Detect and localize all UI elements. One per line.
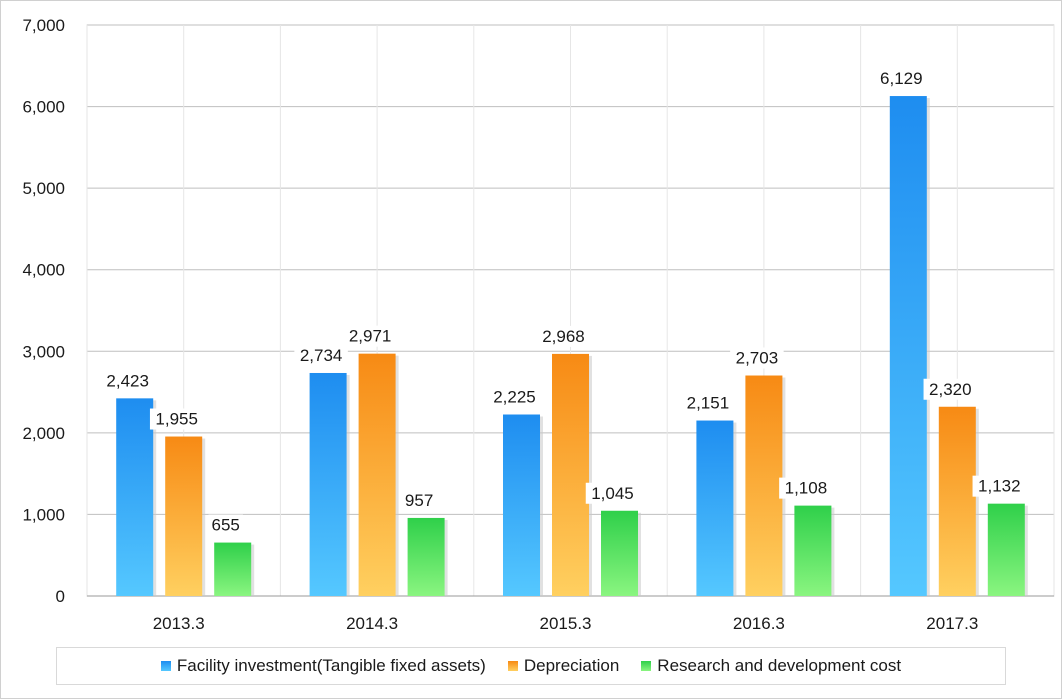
legend: Facility investment(Tangible fixed asset… xyxy=(56,647,1006,685)
bar-2-2015.3 xyxy=(552,353,589,596)
data-label: 1,108 xyxy=(785,479,828,498)
data-label-bg xyxy=(874,68,929,90)
bar-3-2013.3 xyxy=(214,542,252,596)
bar-1-2017.3 xyxy=(889,96,927,597)
legend-swatch xyxy=(160,661,171,671)
legend-item-3: Research and development cost xyxy=(641,656,901,676)
legend-item-2: Depreciation xyxy=(507,656,620,676)
legend-swatch xyxy=(507,661,518,671)
y-tick-label: 7,000 xyxy=(22,16,65,35)
y-tick-label: 1,000 xyxy=(22,505,65,524)
data-label: 2,971 xyxy=(349,327,392,346)
data-label-bg xyxy=(536,325,591,347)
data-label: 1,955 xyxy=(155,410,198,429)
bar-2-2014.3 xyxy=(358,353,396,596)
x-tick-label: 2015.3 xyxy=(540,614,592,633)
data-label-bg xyxy=(730,347,784,369)
x-tick-label: 2014.3 xyxy=(346,614,398,633)
bar-3-2014.3 xyxy=(407,517,445,596)
data-label-bg xyxy=(294,344,348,366)
bar-1-2014.3 xyxy=(309,372,347,596)
x-tick-label: 2017.3 xyxy=(926,614,978,633)
y-tick-label: 3,000 xyxy=(22,342,65,361)
data-label: 2,423 xyxy=(106,371,149,390)
data-label-bg xyxy=(343,325,397,347)
data-label-bg xyxy=(681,392,735,414)
x-axis-tick-labels: 2013.3 2014.3 2015.3 2016.3 2017.3 xyxy=(153,614,979,633)
data-label: 655 xyxy=(212,516,240,535)
legend-item-1: Facility investment(Tangible fixed asset… xyxy=(160,656,486,676)
data-label-bg xyxy=(149,408,204,430)
legend-label: Depreciation xyxy=(523,656,620,675)
legend-label: Research and development cost xyxy=(657,656,902,675)
legend-label: Facility investment(Tangible fixed asset… xyxy=(176,656,486,675)
bar-3-2017.3 xyxy=(987,503,1025,596)
y-axis-tick-labels: 0 1,000 2,000 3,000 4,000 5,000 6,000 7,000 xyxy=(22,16,65,606)
data-label-bg xyxy=(401,489,437,511)
data-label: 1,132 xyxy=(978,477,1021,496)
data-label-bg xyxy=(923,378,978,400)
data-label: 6,129 xyxy=(880,69,923,88)
y-tick-label: 6,000 xyxy=(22,98,65,117)
data-label: 2,225 xyxy=(493,388,536,407)
data-labels: 2,423 1,955 655 2,734 2,971 957 2,225 2,968 1,04… xyxy=(100,68,1027,536)
legend-swatch xyxy=(641,661,652,671)
bar-2-2016.3 xyxy=(745,375,783,596)
data-label: 957 xyxy=(405,491,433,510)
data-label-bg xyxy=(100,370,155,392)
x-tick-label: 2016.3 xyxy=(733,614,785,633)
bar-1-2016.3 xyxy=(696,420,734,596)
y-tick-label: 2,000 xyxy=(22,424,65,443)
bars xyxy=(116,96,1028,597)
data-label: 2,734 xyxy=(300,346,343,365)
data-label-bg xyxy=(585,482,640,504)
y-tick-label: 0 xyxy=(56,587,65,606)
data-label: 2,703 xyxy=(736,349,779,368)
data-label: 2,320 xyxy=(929,380,972,399)
y-tick-label: 5,000 xyxy=(22,179,65,198)
bar-2-2013.3 xyxy=(165,436,203,596)
data-label-bg xyxy=(779,477,833,499)
data-label: 2,151 xyxy=(687,394,730,413)
bar-1-2015.3 xyxy=(503,414,540,596)
x-tick-label: 2013.3 xyxy=(153,614,205,633)
data-label-bg xyxy=(972,475,1027,497)
bar-1-2013.3 xyxy=(116,398,154,596)
y-tick-label: 4,000 xyxy=(22,261,65,280)
data-label: 2,968 xyxy=(542,327,585,346)
data-label-bg xyxy=(208,514,243,536)
data-label: 1,045 xyxy=(591,484,634,503)
bar-3-2016.3 xyxy=(794,505,832,596)
bar-2-2017.3 xyxy=(938,406,976,596)
data-label-bg xyxy=(487,386,542,408)
bar-chart: 0 1,000 2,000 3,000 4,000 5,000 6,000 7,000 2,4… xyxy=(22,16,1055,633)
bar-3-2015.3 xyxy=(601,510,638,596)
